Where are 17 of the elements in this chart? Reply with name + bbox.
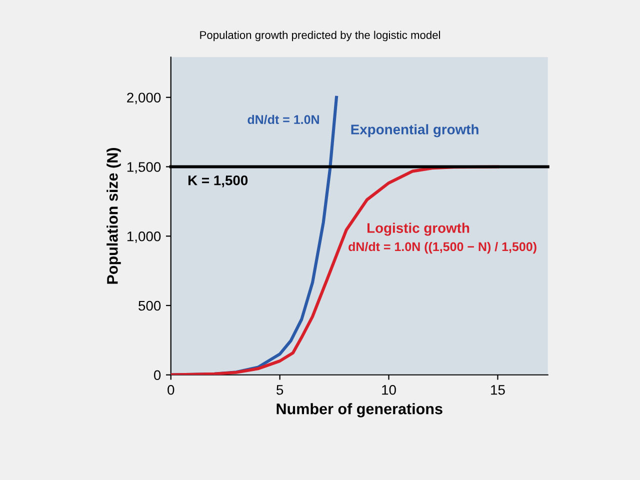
x-tick-label: 10 xyxy=(382,384,396,395)
y-tick-label: 500 xyxy=(138,300,161,311)
annotation: dN/dt = 1.0N ((1,500 − N) / 1,500) xyxy=(348,242,536,254)
chart-title: Population growth predicted by the logistic model xyxy=(200,30,440,42)
y-axis-title: Population size (N) xyxy=(106,148,121,284)
series-label: Logistic growth xyxy=(367,222,470,236)
annotation: dN/dt = 1.0N xyxy=(248,114,319,124)
x-tick-label: 0 xyxy=(168,384,174,395)
ref-line-label: K = 1,500 xyxy=(188,175,248,188)
x-tick-label: 5 xyxy=(276,385,284,395)
x-tick-label: 15 xyxy=(491,385,505,395)
series-label: Exponential growth xyxy=(351,124,478,138)
y-tick-label: 1,000 xyxy=(127,231,161,243)
x-axis-title: Number of generations xyxy=(276,403,442,418)
y-tick-label: 1,500 xyxy=(127,162,161,174)
y-tick-label: 0 xyxy=(154,370,161,380)
y-tick-label: 2,000 xyxy=(127,92,161,104)
